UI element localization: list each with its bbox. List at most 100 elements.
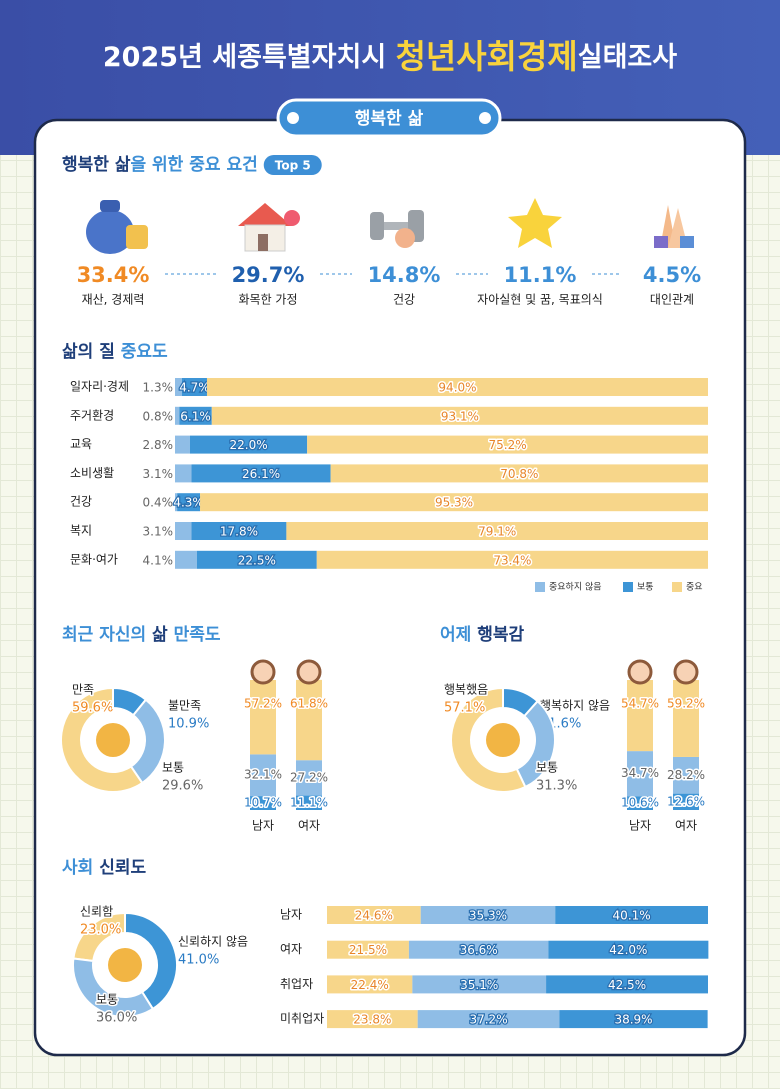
column-segment (296, 795, 322, 810)
bar-segment (327, 1010, 418, 1029)
bar-segment (559, 1010, 708, 1029)
bar-value-label: 6.1% (180, 409, 211, 423)
category-label: 남자 (280, 908, 302, 922)
bar-value-label: 0.8% (143, 409, 174, 423)
donut-value: 10.9% (168, 717, 209, 732)
section-title: 삶의 질 중요도 (62, 341, 168, 362)
column-value-label: 10.7% (244, 796, 282, 810)
bar-segment (327, 906, 421, 924)
bar-segment (175, 550, 197, 569)
bar-value-label: 95.3% (435, 496, 473, 510)
bar-segment (555, 906, 708, 924)
bar-value-label: 37.2% (469, 1013, 507, 1027)
bar-segment (200, 493, 708, 512)
bar-value-label: 4.7% (179, 381, 210, 395)
bar-segment (175, 493, 178, 512)
column-value-label: 10.6% (621, 796, 659, 810)
column-segment (250, 796, 276, 810)
bar-value-label: 24.6% (355, 909, 393, 923)
column-value-label: 32.1% (244, 768, 282, 782)
category-label: 여자 (675, 819, 697, 833)
stat-value: 4.5% (643, 263, 701, 287)
column-value-label: 34.7% (621, 766, 659, 780)
bar-value-label: 22.5% (238, 553, 276, 567)
donut-segment (124, 911, 179, 1011)
icon-hands (654, 205, 694, 248)
title-part: 을 위한 중요 요건 (130, 155, 257, 175)
title-part: 행복한 삶 (62, 155, 131, 175)
column-segment (627, 751, 653, 797)
title-part: 중요도 (121, 342, 168, 362)
bar-value-label: 73.4% (493, 553, 531, 567)
bar-segment (191, 522, 287, 540)
donut-value: 31.3% (536, 779, 577, 794)
donut-category: 만족 (72, 683, 94, 697)
bar-value-label: 1.3% (143, 381, 174, 395)
donut-segment (60, 686, 144, 793)
bar-value-label: 0.4% (143, 496, 174, 510)
legend-label: 보통 (637, 582, 654, 593)
bar-segment (196, 550, 317, 569)
column-value-label: 59.2% (667, 697, 705, 711)
title-part: 행복감 (477, 625, 524, 645)
tab-dot (287, 112, 299, 124)
legend-swatch (623, 582, 633, 592)
section-title: 사회 신뢰도 (62, 858, 146, 878)
column-value-label: 61.8% (290, 696, 328, 710)
bar-value-label: 40.1% (613, 909, 651, 923)
title-part: 삶의 질 (62, 341, 121, 362)
column-segment (627, 680, 653, 752)
category-label: 여자 (280, 942, 302, 956)
donut-value: 36.0% (96, 1011, 137, 1026)
column-value-label: 27.2% (290, 770, 328, 784)
category-label: 교육 (70, 437, 92, 451)
stat-value: 29.7% (232, 263, 305, 287)
icon-house (238, 203, 300, 252)
title-part: 2025년 세종특별자치시 (103, 42, 396, 73)
bar-value-label: 4.3% (173, 496, 204, 510)
category-label: 건강 (70, 495, 92, 509)
bar-value-label: 75.2% (489, 438, 527, 452)
section-title: 최근 자신의 삶 만족도 (62, 625, 221, 645)
bar-value-label: 94.0% (438, 381, 476, 395)
legend-label: 중요하지 않음 (549, 582, 602, 593)
icon-dumbbell (370, 210, 424, 248)
badge (263, 155, 322, 175)
category-label: 남자 (252, 819, 274, 833)
bar-value-label: 22.4% (351, 978, 389, 992)
face-icon (673, 659, 699, 685)
stat-label: 대인관계 (650, 293, 694, 307)
bar-segment (548, 940, 709, 959)
category-label: 문화·여가 (70, 552, 118, 566)
bar-value-label: 70.8% (500, 467, 538, 481)
legend-label: 중요 (686, 582, 703, 593)
bar-value-label: 23.8% (353, 1013, 391, 1027)
category-label: 복지 (70, 524, 92, 538)
bar-value-label: 17.8% (220, 525, 258, 539)
bar-segment (546, 975, 708, 994)
bar-value-label: 2.8% (143, 438, 174, 452)
category-label: 남자 (629, 819, 651, 833)
donut-segment (72, 957, 155, 1019)
icon-money (86, 200, 148, 254)
face-icon (627, 659, 653, 685)
bar-value-label: 93.1% (441, 409, 479, 423)
bar-segment (181, 378, 207, 396)
title-part: 삶 (152, 625, 168, 645)
category-label: 주거환경 (70, 408, 114, 422)
bar-value-label: 21.5% (349, 943, 387, 957)
tab-label: 행복한 삶 (355, 109, 424, 129)
donut-icon (96, 723, 130, 757)
bar-value-label: 3.1% (143, 525, 174, 539)
section-title: 어제 행복감 (440, 625, 524, 645)
bar-segment (211, 406, 709, 425)
donut-icon (108, 948, 142, 982)
bar-segment (412, 975, 547, 994)
bar-segment (408, 940, 549, 959)
bar-segment (286, 522, 708, 540)
donut-value: 23.0% (80, 923, 121, 938)
bar-segment (191, 464, 331, 483)
title-part: 어제 (440, 625, 477, 645)
stat-value: 14.8% (368, 263, 441, 287)
